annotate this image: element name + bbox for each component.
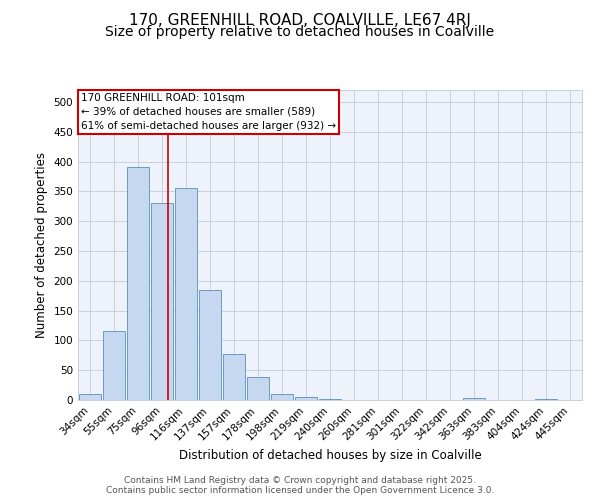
Bar — [463, 398, 485, 400]
Y-axis label: Number of detached properties: Number of detached properties — [35, 152, 48, 338]
Bar — [319, 399, 341, 400]
Bar — [223, 354, 245, 400]
Bar — [271, 394, 293, 400]
Bar — [295, 397, 317, 400]
Bar — [103, 332, 125, 400]
Bar — [199, 290, 221, 400]
Bar — [175, 188, 197, 400]
Bar — [247, 378, 269, 400]
X-axis label: Distribution of detached houses by size in Coalville: Distribution of detached houses by size … — [179, 448, 481, 462]
Text: Size of property relative to detached houses in Coalville: Size of property relative to detached ho… — [106, 25, 494, 39]
Text: Contains public sector information licensed under the Open Government Licence 3.: Contains public sector information licen… — [106, 486, 494, 495]
Text: 170 GREENHILL ROAD: 101sqm
← 39% of detached houses are smaller (589)
61% of sem: 170 GREENHILL ROAD: 101sqm ← 39% of deta… — [81, 93, 336, 131]
Bar — [151, 204, 173, 400]
Bar — [79, 394, 101, 400]
Text: 170, GREENHILL ROAD, COALVILLE, LE67 4RJ: 170, GREENHILL ROAD, COALVILLE, LE67 4RJ — [129, 12, 471, 28]
Text: Contains HM Land Registry data © Crown copyright and database right 2025.: Contains HM Land Registry data © Crown c… — [124, 476, 476, 485]
Bar — [127, 168, 149, 400]
Bar — [535, 399, 557, 400]
